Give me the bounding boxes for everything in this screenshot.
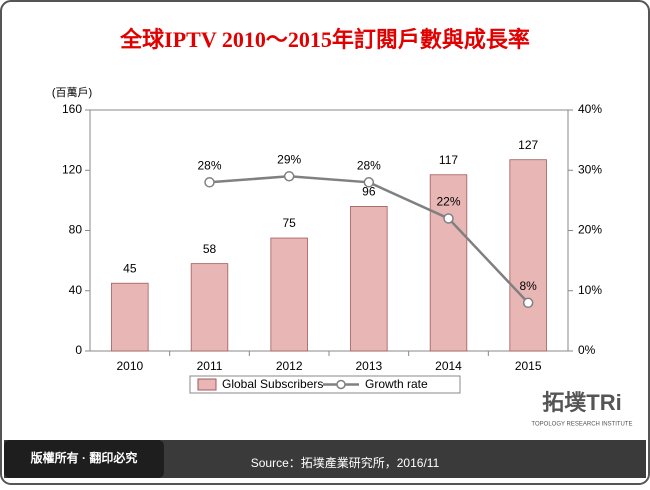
bar-label: 58 (203, 242, 217, 256)
line-label: 28% (357, 158, 381, 172)
bar (429, 174, 468, 352)
line-label: 29% (277, 152, 301, 166)
x-tick-label: 2015 (515, 359, 542, 373)
y-tick-label: 120 (62, 162, 82, 176)
marker (283, 171, 295, 182)
x-tick-label: 2014 (435, 359, 462, 373)
legend-label: Global Subscribers (222, 377, 323, 391)
marker (204, 177, 215, 188)
bar-label: 117 (439, 153, 458, 167)
logo: 拓墣TRi (542, 390, 621, 415)
y-tick-label: 40 (69, 283, 83, 297)
bar (190, 263, 229, 352)
x-tick-label: 2010 (116, 359, 143, 373)
footer-left (4, 440, 164, 478)
bar (270, 237, 308, 352)
bar (350, 205, 388, 352)
chart-title: 全球IPTV 2010～2015年訂閱戶數與成長率 (119, 27, 530, 52)
bar-label: 45 (123, 261, 137, 275)
copyright: 版權所有 · 翻印必究 (31, 450, 138, 465)
marker (443, 213, 454, 224)
y-tick-label: 0 (75, 343, 82, 357)
legend-swatch (197, 378, 217, 391)
bar-label: 96 (362, 185, 376, 199)
legend-label: Growth rate (365, 377, 428, 391)
y-tick-label: 160 (62, 102, 82, 116)
x-tick-label: 2011 (197, 359, 223, 373)
marker (363, 177, 375, 188)
y2-tick-label: 20% (578, 223, 602, 237)
y-tick-label: 80 (69, 223, 83, 237)
x-tick-label: 2012 (276, 359, 303, 373)
y2-tick-label: 0% (578, 343, 596, 357)
y2-tick-label: 40% (578, 102, 602, 116)
bar (509, 159, 547, 352)
bar-label: 75 (282, 216, 296, 230)
logo-subtitle: TOPOLOGY RESEARCH INSTITUTE (531, 422, 632, 428)
source: Source：拓墣產業研究所，2016/11 (251, 455, 440, 470)
y2-tick-label: 10% (578, 283, 602, 297)
bar (111, 282, 149, 352)
line-label: 28% (197, 158, 221, 172)
bar-label: 127 (518, 138, 538, 152)
x-tick-label: 2013 (355, 359, 382, 373)
marker (522, 297, 534, 309)
y-axis-label: (百萬戶) (52, 86, 92, 99)
y2-tick-label: 30% (578, 162, 602, 176)
line-label: 8% (519, 279, 537, 293)
line-label: 22% (436, 195, 460, 209)
legend-marker (336, 379, 346, 390)
